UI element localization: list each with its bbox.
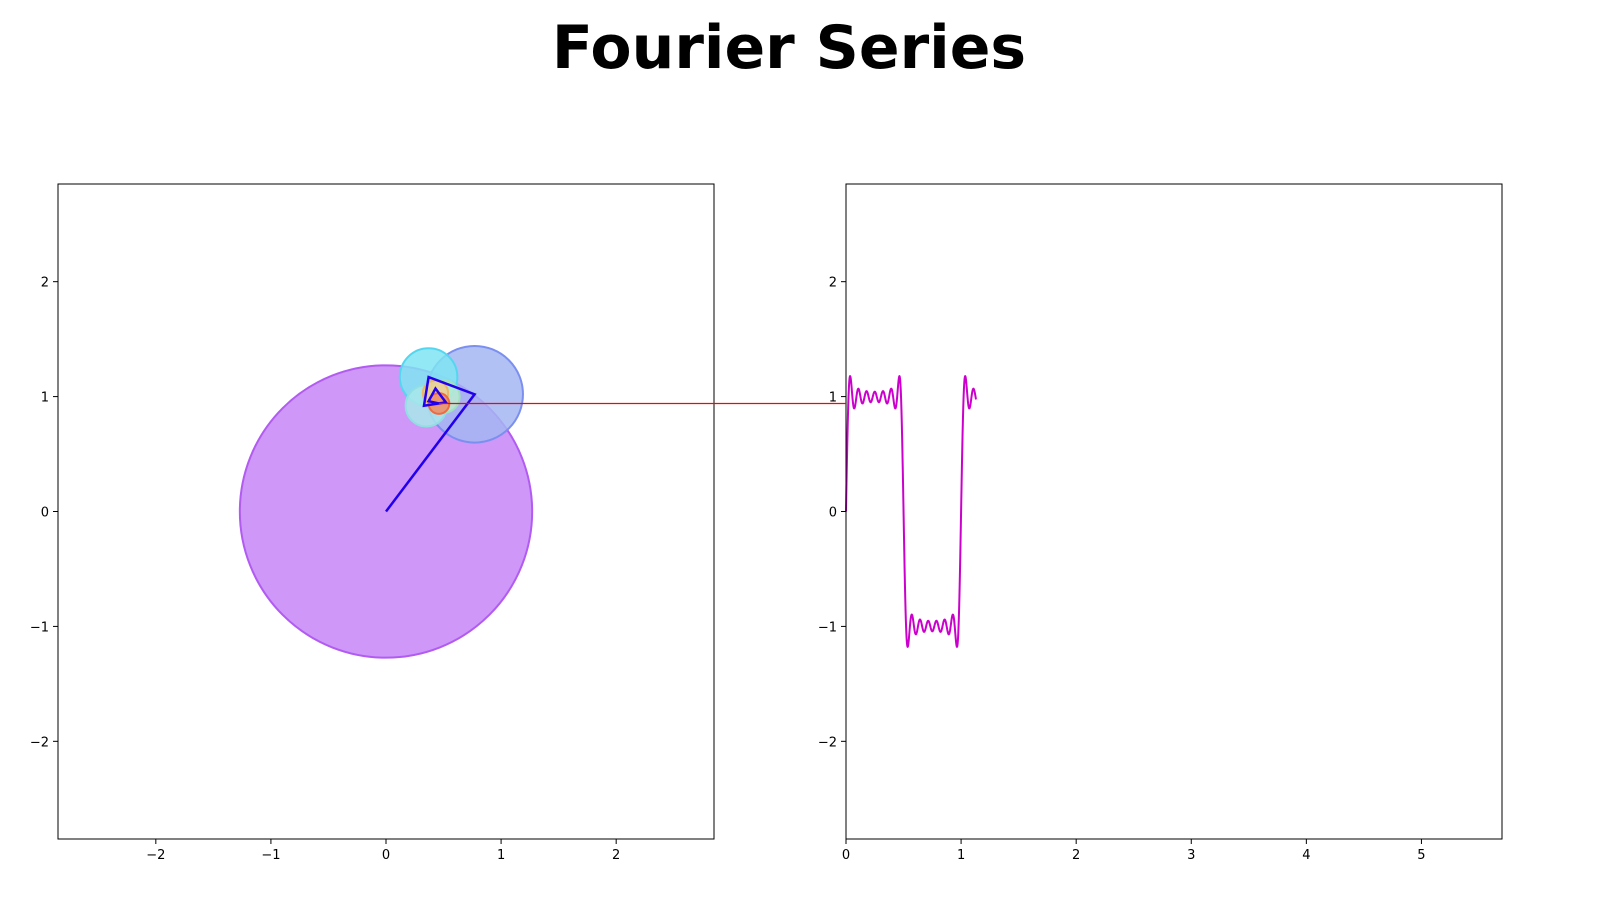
- right-y-tick-label: −2: [818, 735, 837, 750]
- right-x-tick-label: 5: [1417, 848, 1425, 863]
- left-y-tick-label: −2: [30, 735, 49, 750]
- right-y-tick-label: 2: [829, 276, 837, 291]
- right-y-tick-label: 0: [829, 506, 837, 521]
- left-y-tick-label: 1: [41, 391, 49, 406]
- left-x-tick-label: −1: [261, 848, 280, 863]
- right-y-tick-label: −1: [818, 620, 837, 635]
- right-x-tick-label: 2: [1072, 848, 1080, 863]
- left-y-tick-label: 2: [41, 276, 49, 291]
- wave-series-1: [845, 374, 978, 648]
- radius-chain: [385, 375, 477, 513]
- left-x-tick-label: 0: [382, 848, 390, 863]
- right-x-tick-label: 1: [957, 848, 965, 863]
- left-y-tick-label: −1: [30, 620, 49, 635]
- left-x-tick-label: −2: [146, 848, 165, 863]
- wave-panel: 0 1 2 3 4 5 −2 −1 0 1 2: [818, 183, 1503, 863]
- left-y-tick-label: 0: [41, 506, 49, 521]
- right-frame: [845, 183, 1503, 840]
- chart-title: Fourier Series: [551, 13, 1027, 83]
- left-x-tick-label: 1: [497, 848, 505, 863]
- figure: −2 −1 0 1 2 −2 −1 0 1 2 0 1 2 3 4 5 −2 −1 0 1 2: [30, 183, 1503, 863]
- right-x-tick-label: 4: [1302, 848, 1310, 863]
- left-x-tick-label: 2: [612, 848, 620, 863]
- right-x-tick-label: 0: [842, 848, 850, 863]
- left-frame: [57, 183, 715, 840]
- right-x-tick-label: 3: [1187, 848, 1195, 863]
- epicycle-panel: −2 −1 0 1 2 −2 −1 0 1 2: [30, 183, 715, 863]
- right-y-tick-label: 1: [829, 391, 837, 406]
